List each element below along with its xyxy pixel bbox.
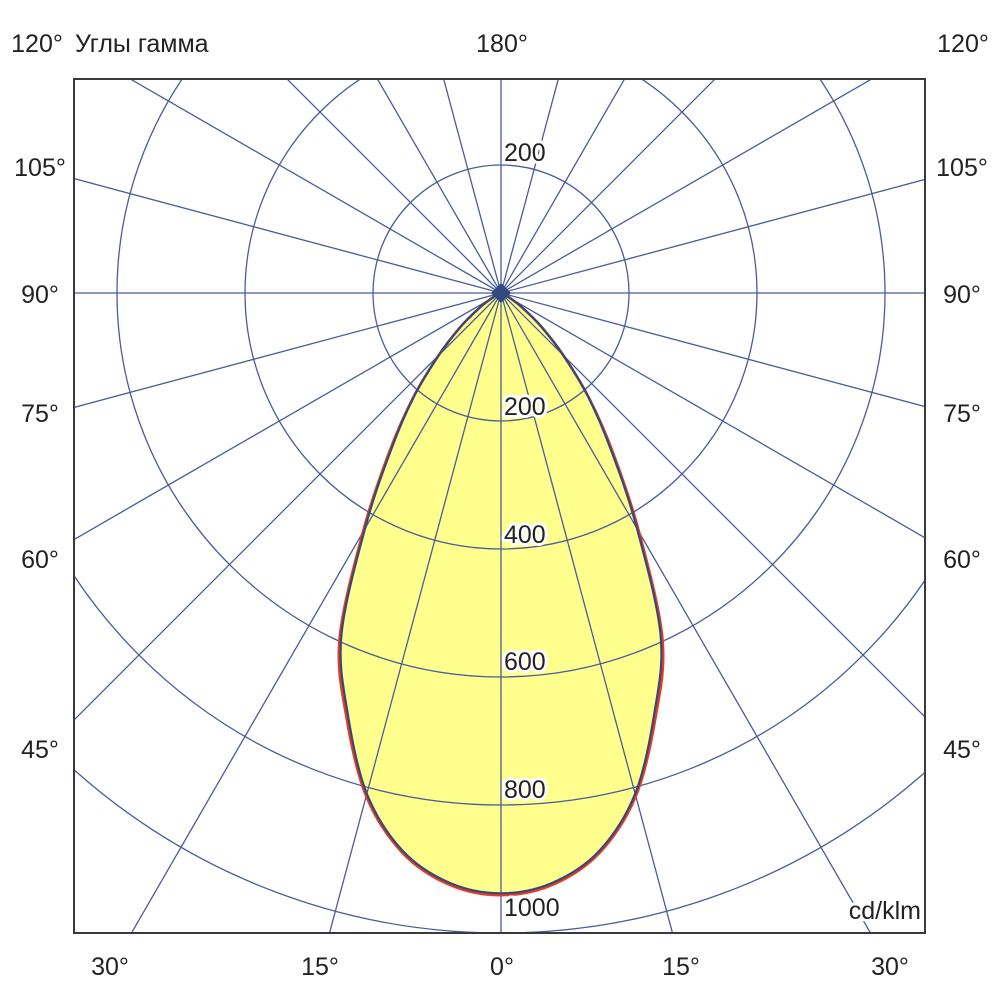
label-gamma-left-60: 60°	[21, 546, 59, 574]
radial-label-600: 600	[504, 648, 546, 676]
label-gamma-right-105: 105°	[936, 154, 988, 182]
radial-label-400: 400	[504, 521, 546, 549]
intensity-curves	[337, 291, 665, 897]
label-gamma-top-center: 180°	[476, 30, 528, 58]
radial-label-800: 800	[504, 776, 546, 804]
units-label: cd/klm	[849, 897, 921, 925]
radial-label-200-upper: 200	[504, 139, 546, 167]
label-gamma-bottom-15r: 15°	[662, 953, 700, 981]
label-gamma-bottom-0: 0°	[490, 953, 514, 981]
radial-label-200: 200	[504, 393, 546, 421]
label-gamma-left-75: 75°	[21, 400, 59, 428]
label-gamma-top-left: 120°	[11, 30, 63, 58]
label-gamma-right-90: 90°	[943, 281, 981, 309]
plot-frame	[73, 78, 926, 934]
label-gamma-right-45: 45°	[943, 736, 981, 764]
radial-label-1000: 1000	[504, 894, 560, 922]
label-gamma-top-right: 120°	[937, 30, 989, 58]
pole-marker	[491, 283, 511, 303]
chart-title: Углы гамма	[75, 30, 209, 58]
label-gamma-bottom-15l: 15°	[301, 953, 339, 981]
label-gamma-left-105: 105°	[14, 154, 66, 182]
label-gamma-bottom-30l: 30°	[91, 953, 129, 981]
label-gamma-bottom-30r: 30°	[871, 953, 909, 981]
label-gamma-right-60: 60°	[943, 546, 981, 574]
label-gamma-right-75: 75°	[943, 400, 981, 428]
label-gamma-left-90: 90°	[21, 281, 59, 309]
label-gamma-left-45: 45°	[21, 736, 59, 764]
